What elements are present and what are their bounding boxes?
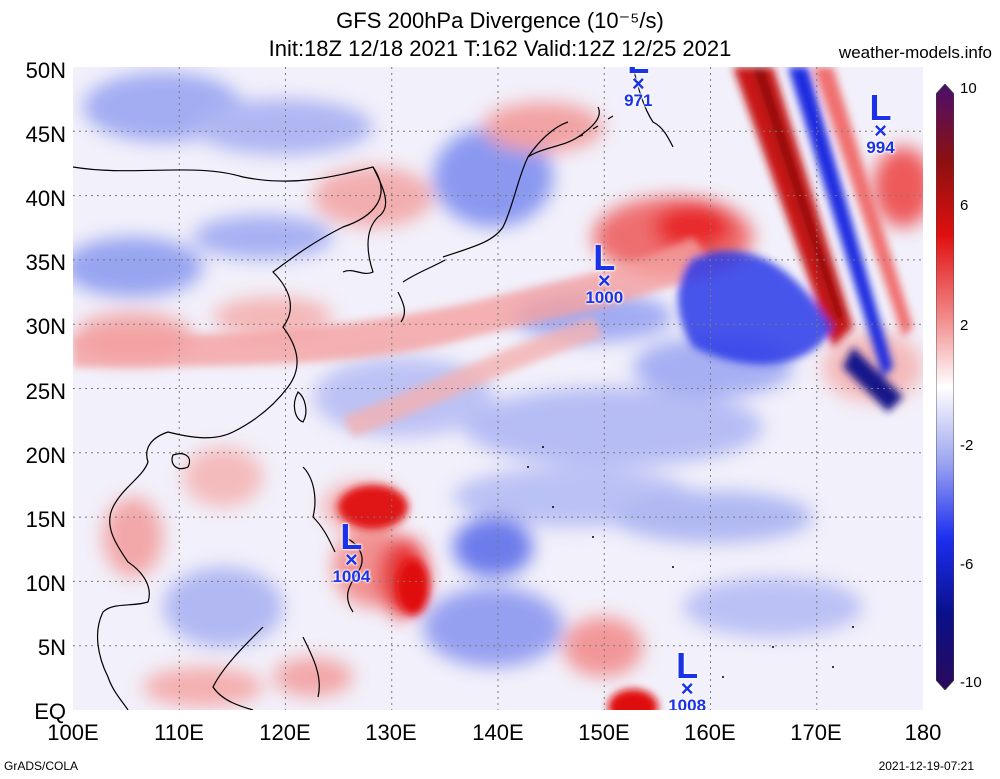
divergence-field — [73, 67, 923, 710]
lon-label: 180 — [904, 720, 942, 745]
lon-label: 110E — [154, 720, 204, 745]
lat-label: 15N — [25, 507, 66, 532]
lon-label: 160E — [684, 720, 736, 745]
map-title: GFS 200hPa Divergence (10⁻⁵/s) — [336, 8, 664, 33]
footer-timestamp: 2021-12-19-07:21 — [878, 759, 974, 773]
colorbar-tick: 2 — [960, 317, 969, 334]
colorbar-tick: -10 — [960, 674, 982, 691]
footer-credit: GrADS/COLA — [4, 759, 79, 773]
low-center-icon: × — [680, 675, 694, 701]
low-pressure-marker: L×971 — [608, 67, 668, 109]
lat-label: EQ — [34, 699, 66, 724]
low-center-icon: × — [597, 268, 611, 294]
low-pressure-marker: L × 1004 — [321, 516, 381, 587]
lon-label: 150E — [578, 720, 630, 745]
colorbar-tick: 10 — [960, 80, 977, 97]
low-pressure-marker: L × 1000 — [574, 237, 634, 308]
colorbar-tick: -6 — [960, 556, 974, 573]
low-letter: L — [593, 237, 616, 279]
lon-label: 130E — [365, 720, 417, 745]
low-letter: L — [869, 86, 892, 128]
lat-label: 5N — [37, 635, 66, 660]
low-center-icon: × — [344, 547, 358, 573]
low-letter: L — [676, 644, 699, 686]
low-pressure-value: 994 — [866, 137, 895, 157]
islands — [527, 446, 854, 678]
lat-label: 20N — [25, 443, 66, 468]
lat-label: 30N — [25, 314, 66, 339]
lon-label: 120E — [259, 720, 311, 745]
low-letter: L — [340, 516, 363, 558]
lat-label: 50N — [25, 58, 66, 83]
low-pressure-value: 1004 — [332, 567, 371, 587]
map-subtitle: Init:18Z 12/18 2021 T:162 Valid:12Z 12/2… — [268, 36, 732, 61]
low-pressure-marker: L × 1008 — [657, 644, 717, 710]
lon-label: 170E — [790, 720, 842, 745]
lat-label: 45N — [25, 122, 66, 147]
lon-label: 100E — [47, 720, 99, 745]
lat-label: 25N — [25, 379, 66, 404]
low-center-icon: × — [874, 117, 887, 143]
lat-lon-grid — [73, 67, 923, 710]
lon-label: 140E — [472, 720, 524, 745]
colorbar — [936, 84, 954, 690]
lat-label: 10N — [25, 571, 66, 596]
coastlines — [73, 67, 674, 710]
lat-label: 35N — [25, 250, 66, 275]
low-letter: L — [608, 67, 668, 79]
site-credit: weather-models.info — [838, 43, 992, 62]
colorbar-tick: -2 — [960, 437, 974, 454]
low-pressure-value: 971 — [624, 91, 653, 111]
colorbar-tick: 6 — [960, 197, 969, 214]
low-center-icon: × — [631, 71, 645, 97]
low-pressure-value: 1000 — [585, 288, 624, 308]
lat-label: 40N — [25, 186, 66, 211]
low-pressure-value: 1008 — [668, 695, 707, 710]
low-pressure-marker: L × 994 — [851, 86, 911, 157]
